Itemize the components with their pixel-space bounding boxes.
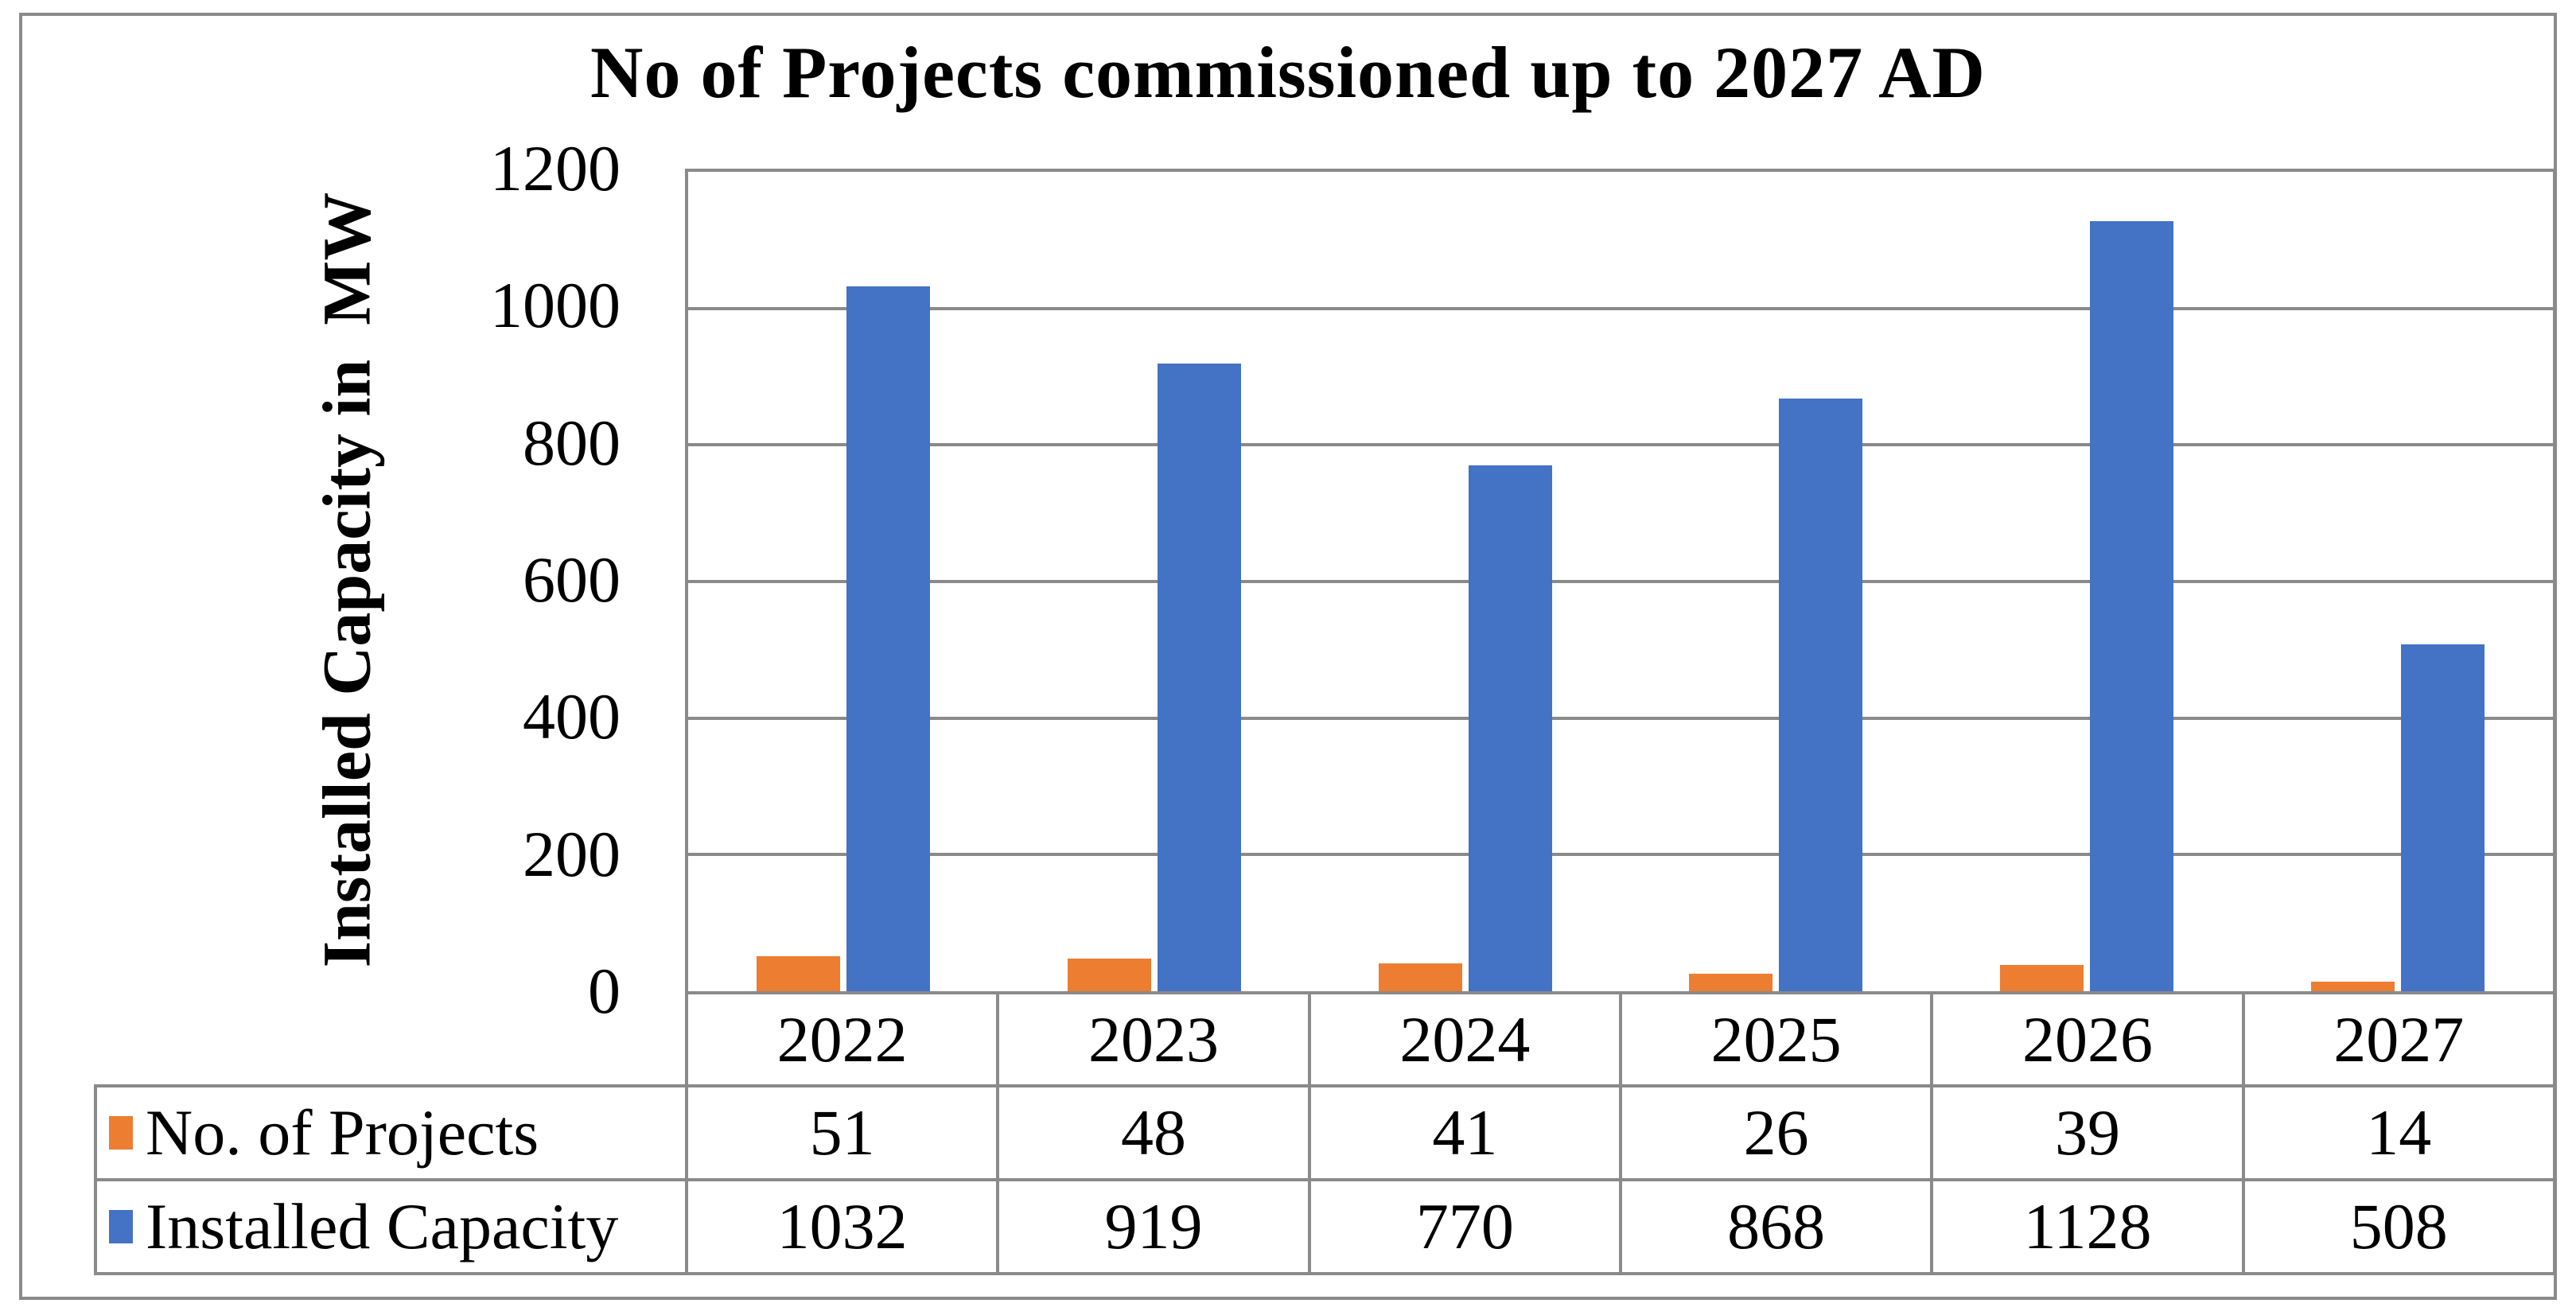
legend-cell-capacity: Installed Capacity (97, 1181, 685, 1272)
bar-projects (2310, 981, 2395, 991)
bar-capacity (2400, 644, 2485, 991)
legend-swatch-capacity-icon (109, 1210, 133, 1243)
legend-swatch-projects-icon (109, 1116, 133, 1150)
table-value: 39 (1930, 1087, 2241, 1178)
bar-capacity (846, 286, 931, 991)
bar-projects (757, 956, 841, 991)
bar-capacity (1779, 398, 1863, 991)
legend-label-capacity: Installed Capacity (146, 1190, 619, 1262)
y-tick-label: 0 (588, 955, 621, 1027)
y-tick-label: 800 (523, 407, 621, 479)
bar-group (2310, 172, 2485, 991)
y-tick-label: 600 (523, 543, 621, 616)
x-axis-label: 2022 (776, 1002, 908, 1076)
x-axis-label: 2024 (1307, 994, 1619, 1084)
table-value: 1128 (1930, 1181, 2241, 1272)
column-2022 (688, 172, 999, 991)
bar-group (1068, 172, 1241, 991)
bar-capacity (2090, 220, 2174, 991)
table-value: 868 (1618, 1181, 1930, 1272)
gridline-400 (688, 716, 2553, 720)
table-value: 48 (996, 1087, 1307, 1178)
x-axis-label: 2027 (2241, 994, 2553, 1084)
column-2023 (999, 172, 1310, 991)
table-value: 14 (2241, 1087, 2553, 1178)
table-value: 919 (996, 1181, 1307, 1272)
legend-cell-projects: No. of Projects (97, 1087, 685, 1178)
table-value: 1032 (685, 1181, 996, 1272)
y-tick-label: 400 (523, 680, 621, 753)
table-value: 41 (1307, 1087, 1619, 1178)
column-2026 (1932, 172, 2243, 991)
plot-area (685, 169, 2556, 994)
plot-columns (688, 172, 2553, 991)
x-axis-label: 2025 (1618, 994, 1930, 1084)
chart-title: No of Projects commissioned up to 2027 A… (590, 32, 1986, 113)
gridline-200 (688, 853, 2553, 857)
column-2027 (2242, 172, 2553, 991)
table-value: 26 (1618, 1087, 1930, 1178)
bar-group (1378, 172, 1552, 991)
column-2024 (1309, 172, 1621, 991)
data-table: No. of Projects 51 48 41 26 39 14 Instal… (94, 1084, 2556, 1275)
table-value: 51 (685, 1087, 996, 1178)
column-2025 (1621, 172, 1932, 991)
y-tick-label: 200 (523, 818, 621, 890)
x-axis-label: 2023 (996, 994, 1307, 1084)
x-axis-labels: 2022 2023 2024 2025 2026 2027 (685, 994, 2556, 1084)
bar-projects (1689, 973, 1773, 991)
bar-capacity (1158, 364, 1241, 991)
gridline-800 (688, 443, 2553, 447)
gridline-1000 (688, 306, 2553, 310)
bar-projects (2000, 964, 2084, 991)
table-row-projects: No. of Projects 51 48 41 26 39 14 (97, 1087, 2553, 1178)
bar-group (757, 172, 931, 991)
y-tick-label: 1200 (490, 132, 621, 204)
bar-group (1689, 172, 1863, 991)
bar-projects (1378, 963, 1462, 991)
table-value: 770 (1307, 1181, 1619, 1272)
bar-capacity (1468, 465, 1552, 991)
table-row-capacity: Installed Capacity 1032 919 770 868 1128… (97, 1178, 2553, 1272)
bar-projects (1068, 958, 1151, 991)
x-axis-label: 2026 (1930, 994, 2241, 1084)
legend-label-projects: No. of Projects (146, 1096, 539, 1169)
y-tick-label: 1000 (490, 269, 621, 341)
gridline-600 (688, 580, 2553, 583)
bar-group (2000, 172, 2174, 991)
table-value: 508 (2241, 1181, 2553, 1272)
